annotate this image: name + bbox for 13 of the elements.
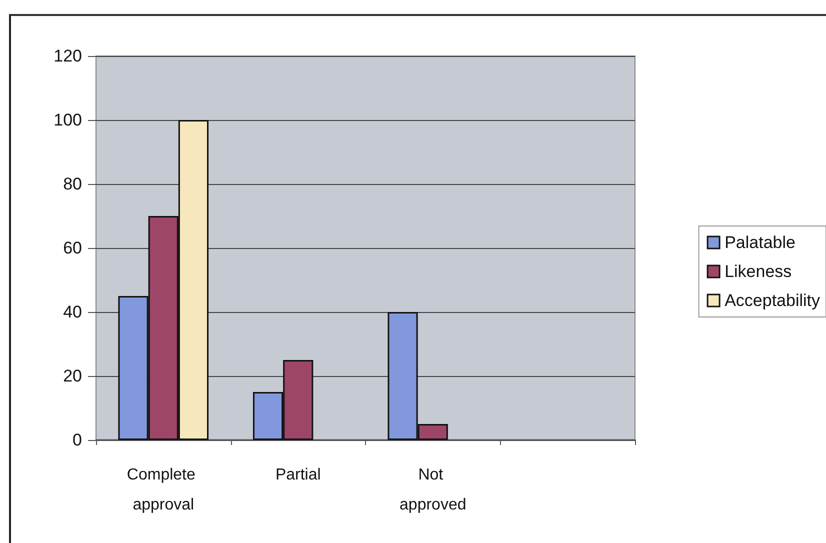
y-tick-label: 0 xyxy=(72,430,82,450)
y-tick-label: 60 xyxy=(63,238,82,258)
legend-label: Palatable xyxy=(724,233,796,252)
x-tick-label: Partial xyxy=(275,466,321,484)
x-tick-label: Complete approval xyxy=(126,466,200,514)
y-tick-label: 80 xyxy=(63,174,82,194)
y-tick-label: 20 xyxy=(63,366,82,386)
y-tick-label: 40 xyxy=(63,302,82,322)
y-tick-label: 120 xyxy=(54,46,82,66)
legend-label: Likeness xyxy=(724,262,792,281)
x-tick-label: Not approved xyxy=(400,466,466,514)
y-tick-label: 100 xyxy=(54,110,82,130)
legend-label: Acceptability xyxy=(724,291,820,310)
